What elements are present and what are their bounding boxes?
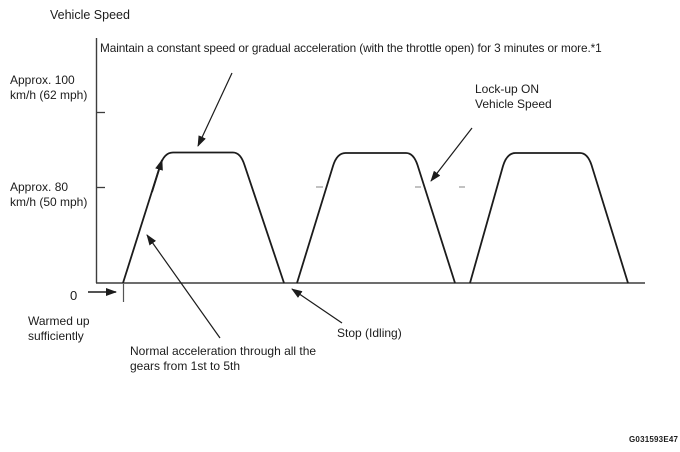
warmed-up-line2: sufficiently — [28, 329, 84, 343]
lockup-annotation-line2: Vehicle Speed — [475, 97, 552, 111]
warmed-up-annotation: Warmed up sufficiently — [28, 314, 90, 344]
figure-title: Vehicle Speed — [50, 8, 130, 22]
lockup-annotation-line1: Lock-up ON — [475, 82, 540, 96]
warmed-up-line1: Warmed up — [28, 314, 90, 328]
y-axis-label-100: Approx. 100 km/h (62 mph) — [10, 73, 87, 103]
normal-accel-line2: gears from 1st to 5th — [130, 359, 241, 373]
waveform-cycle-3 — [469, 152, 629, 284]
y-axis-label-80-line1: Approx. 80 — [10, 180, 69, 194]
y-axis-label-100-line1: Approx. 100 — [10, 73, 75, 87]
waveform-cycle-2 — [296, 152, 456, 284]
figure-code: G031593E47 — [629, 435, 679, 444]
y-axis-label-80: Approx. 80 km/h (50 mph) — [10, 180, 87, 210]
lockup-arrow — [430, 127, 473, 182]
waveform-cycle-1 — [122, 151, 285, 284]
normal-accel-annotation: Normal acceleration through all the gear… — [130, 344, 316, 374]
stop-arrow — [291, 288, 343, 324]
lockup-annotation: Lock-up ON Vehicle Speed — [475, 82, 552, 112]
y-axis-label-80-line2: km/h (50 mph) — [10, 195, 88, 209]
instruction-arrow — [197, 72, 233, 147]
stop-annotation: Stop (Idling) — [337, 326, 402, 340]
normal-accel-arrow — [146, 234, 221, 339]
normal-accel-line1: Normal acceleration through all the — [130, 344, 317, 358]
instruction-note: Maintain a constant speed or gradual acc… — [100, 41, 602, 55]
acceleration-edge-arrow — [151, 159, 163, 193]
y-axis-label-100-line2: km/h (62 mph) — [10, 88, 88, 102]
origin-label: 0 — [70, 288, 78, 303]
